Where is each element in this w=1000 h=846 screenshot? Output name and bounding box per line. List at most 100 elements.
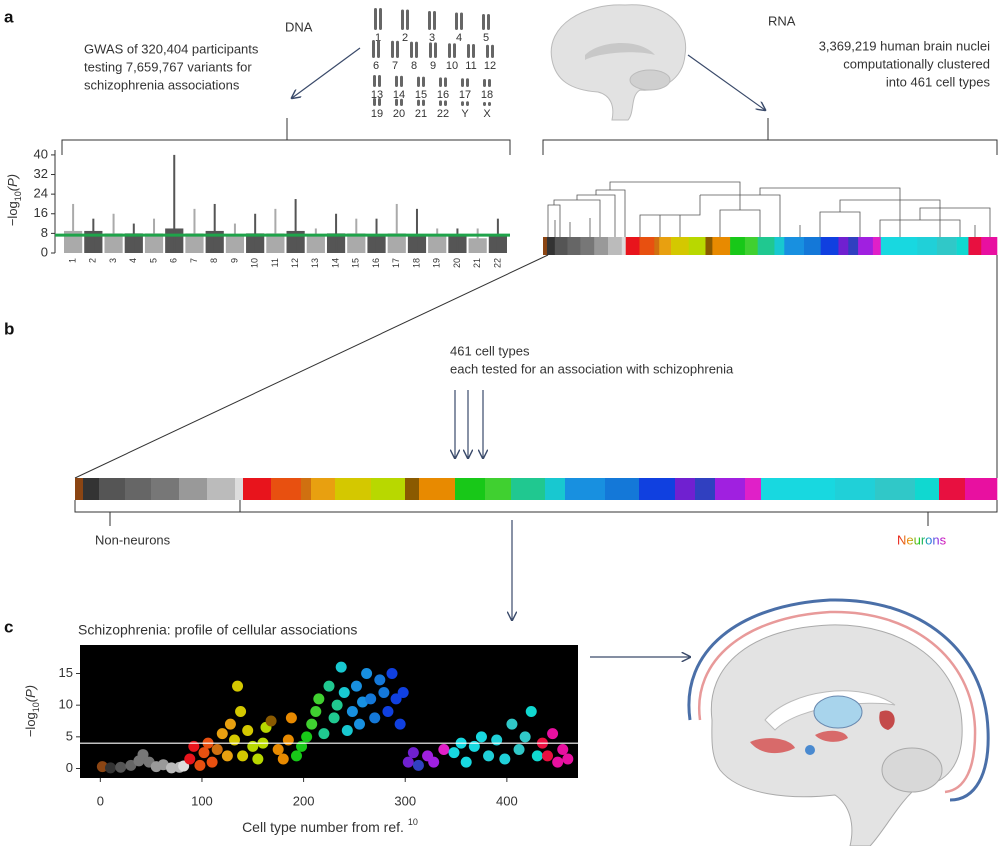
point — [252, 753, 264, 765]
rna-text: into 461 cell types — [886, 74, 991, 89]
cell-type-segment — [730, 237, 746, 255]
x-tick-label: 3 — [108, 258, 118, 263]
panel-label: b — [4, 319, 14, 338]
point — [237, 750, 249, 762]
x-tick-label: 21 — [472, 258, 482, 268]
cell-type-segment — [820, 237, 839, 255]
dna-text: schizophrenia associations — [84, 77, 240, 92]
chromosome — [415, 41, 418, 58]
point — [562, 753, 574, 765]
point — [313, 693, 325, 705]
cell-type-segment — [75, 478, 84, 500]
cell-type-segment — [688, 237, 706, 255]
x-tick-label: 5 — [148, 258, 158, 263]
cell-type-segment — [671, 237, 690, 255]
cell-type-segment — [565, 478, 606, 500]
peak-bar — [254, 213, 257, 253]
cell-type-segment — [151, 478, 180, 500]
cell-type-segment — [207, 478, 236, 500]
chromosome — [373, 98, 376, 106]
bracket — [542, 118, 998, 155]
cell-type-segment — [511, 478, 546, 500]
cell-type-segment — [761, 478, 836, 500]
point — [402, 756, 414, 768]
y-axis-label-part: 10 — [31, 702, 41, 712]
chromosome — [422, 99, 425, 106]
cell-type-segment — [803, 237, 822, 255]
peak-bar — [335, 213, 338, 253]
rna-text: 3,369,219 human brain nuclei — [819, 38, 990, 53]
chromosome — [417, 76, 420, 87]
cell-type-segment — [712, 237, 731, 255]
point — [386, 668, 398, 679]
cell-type-segment — [639, 237, 655, 255]
panel-b-text: each tested for an association with schi… — [450, 361, 734, 376]
peak-bar — [395, 203, 398, 253]
point — [341, 725, 353, 736]
chromosome — [486, 44, 489, 58]
cell-type-segment — [784, 237, 805, 255]
chromosome — [429, 42, 432, 58]
cell-type-segment — [621, 237, 627, 255]
peak-bar — [294, 199, 297, 253]
chromosome — [400, 75, 403, 87]
chromosome — [401, 9, 404, 30]
cell-type-segment — [605, 478, 640, 500]
cell-type-bar — [543, 237, 998, 255]
point — [265, 715, 277, 727]
x-tick-label: 6 — [169, 258, 179, 263]
x-tick-label: 100 — [191, 793, 213, 808]
chromosome — [487, 14, 490, 30]
chromosome — [467, 44, 470, 58]
x-axis-label: Cell type number from ref. 10 — [242, 817, 418, 834]
point — [282, 734, 294, 746]
cell-type-segment — [371, 478, 406, 500]
chromosome — [379, 8, 382, 30]
cell-type-segment — [848, 237, 859, 255]
point — [460, 756, 472, 768]
cell-type-segment — [744, 237, 758, 255]
cell-type-segment — [715, 478, 746, 500]
x-tick-label: 19 — [432, 258, 442, 268]
peak-bar — [456, 228, 459, 253]
x-tick-label: 300 — [394, 793, 416, 808]
chromosome-label: 19 — [371, 108, 383, 120]
y-axis-label-part: 10 — [13, 191, 23, 201]
y-axis-label-part: (P) — [5, 174, 20, 191]
cell-type-segment — [545, 478, 566, 500]
point — [296, 740, 308, 752]
point — [353, 718, 365, 730]
chromosome — [439, 100, 442, 106]
chromosome-label: 7 — [392, 60, 398, 72]
cell-type-segment — [243, 478, 272, 500]
point — [335, 661, 347, 673]
cell-type-segment — [580, 237, 595, 255]
y-tick-label: 0 — [41, 244, 48, 259]
x-tick-label: 7 — [189, 258, 199, 263]
point — [407, 747, 419, 759]
point — [361, 668, 373, 679]
point — [165, 762, 177, 774]
chromosome — [377, 40, 380, 58]
point — [115, 761, 127, 773]
bracket — [61, 118, 511, 155]
point — [188, 740, 200, 752]
point — [369, 712, 381, 724]
x-tick-label: 20 — [452, 258, 462, 268]
chromosome — [422, 76, 425, 87]
chromosome — [466, 101, 469, 106]
cell-type-segment — [567, 237, 581, 255]
point — [365, 693, 377, 705]
point — [331, 699, 343, 711]
chromosome-label: 13 — [371, 89, 383, 101]
peak-bar — [274, 208, 277, 253]
point — [374, 674, 386, 686]
y-tick-label: 8 — [41, 225, 48, 240]
chromosome-label: 14 — [393, 89, 405, 101]
peak-bar — [132, 223, 135, 253]
dendrogram — [547, 181, 991, 237]
chart-title: Schizophrenia: profile of cellular assoc… — [78, 622, 357, 638]
cell-type-segment — [968, 237, 982, 255]
chromosome — [433, 11, 436, 30]
chromosome — [396, 40, 399, 58]
